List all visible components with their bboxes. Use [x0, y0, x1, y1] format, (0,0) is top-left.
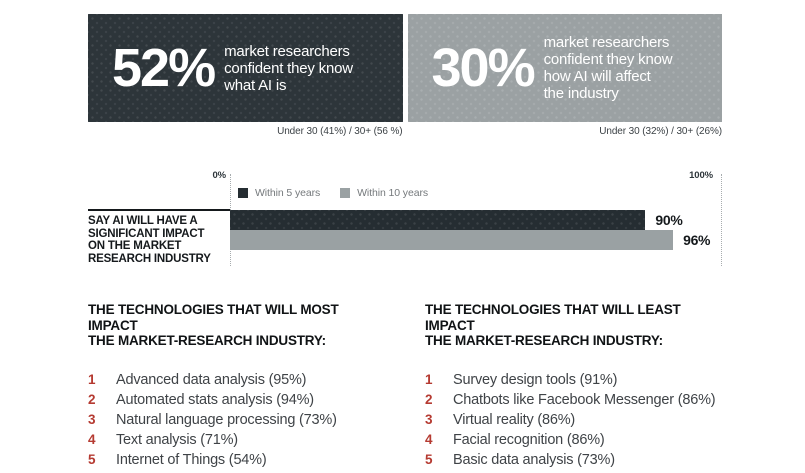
- stats-row: 52% market researchers confident they kn…: [88, 14, 722, 122]
- list-item-rank: 2: [88, 391, 96, 407]
- stat-box-know-what-ai-is: 52% market researchers confident they kn…: [88, 14, 403, 122]
- legend-item-within-5-years: Within 5 years: [238, 187, 320, 199]
- list-items-most-impact: 1 Advanced data analysis (95%) 2 Automat…: [88, 370, 385, 470]
- technology-lists: THE TECHNOLOGIES THAT WILL MOST IMPACT T…: [88, 302, 722, 470]
- bar-row-within-10-years: 96%: [230, 230, 721, 250]
- ai-impact-bar-chart: 0% 100% Within 5 years Within 10 years S…: [88, 166, 722, 274]
- legend-item-within-10-years: Within 10 years: [340, 187, 428, 199]
- stat-description-know-how-ai-affects: market researchers confident they know h…: [543, 34, 673, 102]
- list-item-rank: 1: [88, 371, 96, 387]
- list-item-rank: 3: [425, 411, 433, 427]
- bar-row-within-5-years: 90%: [230, 210, 721, 230]
- list-item: 4 Facial recognition (86%): [425, 430, 722, 450]
- stat-description-know-what-ai-is: market researchers confident they know w…: [224, 42, 353, 94]
- legend-swatch-gray-icon: [340, 188, 351, 198]
- axis-label-0-percent: 0%: [212, 170, 226, 181]
- stat-value-52: 52%: [112, 38, 216, 98]
- bar-within-10-years: [230, 230, 674, 250]
- list-item-text: Advanced data analysis (95%): [116, 371, 307, 388]
- list-item: 2 Chatbots like Facebook Messenger (86%): [425, 390, 722, 410]
- list-item-text: Basic data analysis (73%): [453, 451, 615, 468]
- legend-label-within-10-years: Within 10 years: [357, 187, 428, 199]
- list-item-text: Internet of Things (54%): [116, 451, 267, 468]
- list-title-least-impact: THE TECHNOLOGIES THAT WILL LEAST IMPACT …: [425, 302, 681, 348]
- stat-box-know-how-ai-affects: 30% market researchers confident they kn…: [408, 14, 723, 122]
- list-item-text: Chatbots like Facebook Messenger (86%): [453, 391, 716, 408]
- axis-label-100-percent: 100%: [689, 170, 713, 181]
- list-item: 1 Survey design tools (91%): [425, 370, 722, 390]
- list-item-text: Facial recognition (86%): [453, 431, 605, 448]
- list-item-rank: 5: [425, 451, 433, 467]
- list-item-rank: 1: [425, 371, 433, 387]
- list-item: 5 Internet of Things (54%): [88, 450, 385, 470]
- list-item-text: Text analysis (71%): [116, 431, 238, 448]
- bar-value-96-percent: 96%: [683, 232, 711, 248]
- list-item: 1 Advanced data analysis (95%): [88, 370, 385, 390]
- list-item-rank: 4: [425, 431, 433, 447]
- list-title-most-impact: THE TECHNOLOGIES THAT WILL MOST IMPACT T…: [88, 302, 339, 348]
- chart-title-rule: [88, 209, 230, 211]
- chart-title: SAY AI WILL HAVE A SIGNIFICANT IMPACT ON…: [88, 215, 211, 265]
- list-item: 5 Basic data analysis (73%): [425, 450, 722, 470]
- legend-label-within-5-years: Within 5 years: [255, 187, 321, 199]
- list-item: 3 Natural language processing (73%): [88, 410, 385, 430]
- stat-breakdown-captions: Under 30 (41%) / 30+ (56 %) Under 30 (32…: [88, 126, 722, 137]
- list-item: 2 Automated stats analysis (94%): [88, 390, 385, 410]
- gridline-100-percent: [721, 174, 722, 266]
- stat-breakdown-know-what-ai-is: Under 30 (41%) / 30+ (56 %): [277, 126, 403, 137]
- bar-within-5-years: [230, 210, 646, 230]
- list-item: 3 Virtual reality (86%): [425, 410, 722, 430]
- stat-value-30: 30%: [431, 38, 536, 98]
- stat-breakdown-know-how-ai-affects: Under 30 (32%) / 30+ (26%): [599, 126, 722, 137]
- list-most-impact: THE TECHNOLOGIES THAT WILL MOST IMPACT T…: [88, 302, 385, 470]
- list-item-text: Virtual reality (86%): [453, 411, 576, 428]
- list-item-text: Survey design tools (91%): [453, 371, 618, 388]
- list-item: 4 Text analysis (71%): [88, 430, 385, 450]
- bar-value-90-percent: 90%: [655, 212, 683, 228]
- list-item-rank: 5: [88, 451, 96, 467]
- list-item-rank: 3: [88, 411, 96, 427]
- list-least-impact: THE TECHNOLOGIES THAT WILL LEAST IMPACT …: [425, 302, 722, 470]
- chart-legend: Within 5 years Within 10 years: [238, 187, 428, 199]
- list-item-text: Automated stats analysis (94%): [116, 391, 314, 408]
- list-item-text: Natural language processing (73%): [116, 411, 337, 428]
- chart-bars: 90% 96%: [230, 210, 721, 250]
- list-item-rank: 4: [88, 431, 96, 447]
- legend-swatch-dark-icon: [238, 188, 248, 198]
- list-items-least-impact: 1 Survey design tools (91%) 2 Chatbots l…: [425, 370, 722, 470]
- list-item-rank: 2: [425, 391, 433, 407]
